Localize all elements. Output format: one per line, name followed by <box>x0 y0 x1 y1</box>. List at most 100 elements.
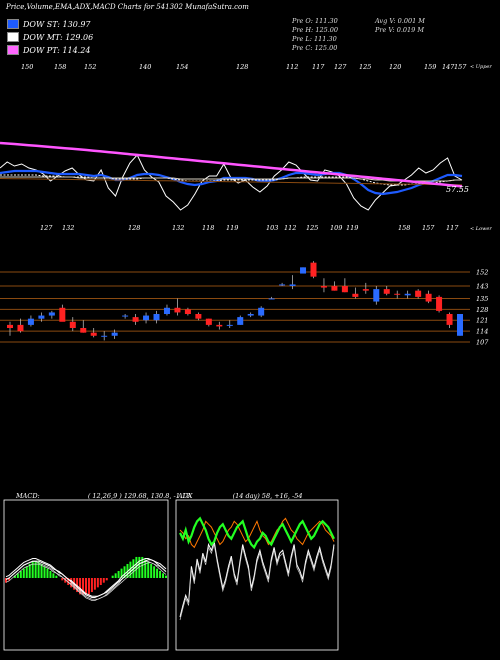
top-label: 158 <box>54 63 66 71</box>
bottom-label: 158 <box>398 224 410 232</box>
legend-label-mt: DOW MT: 129.06 <box>23 32 94 42</box>
price-tick-label: 143 <box>476 283 488 291</box>
candle-body <box>258 307 265 316</box>
bottom-label: 117 <box>446 224 459 232</box>
top-label: 147 <box>442 63 455 71</box>
candle-body <box>352 293 359 297</box>
candle-body <box>38 315 45 319</box>
adx-series-shadow <box>179 544 335 621</box>
macd-label: MACD: ( 12,26,9 ) 129.68, 130.8, -1.17 <box>16 492 190 500</box>
top-label: 150 <box>21 63 33 71</box>
avg-volume: Avg V: 0.001 M <box>375 17 425 25</box>
legend-dow-st: DOW ST: 130.97 <box>7 19 91 29</box>
candle-body <box>69 321 76 328</box>
candle-body <box>268 298 275 300</box>
price-tick-label: 121 <box>476 317 488 325</box>
candle-body <box>122 315 129 317</box>
macd-signal-shadow <box>5 562 167 600</box>
candle-body <box>17 324 24 332</box>
price-tick-label: 107 <box>476 339 489 347</box>
macd-params: ( 12,26,9 ) 129.68, 130.8, -1.17 <box>87 492 191 500</box>
annotation: < Lower <box>470 226 492 232</box>
candle-body <box>310 262 317 277</box>
top-label: 157 <box>454 63 467 71</box>
ohlc-low: Pre L: 111.30 <box>292 35 337 43</box>
candle-body <box>90 332 97 336</box>
candle-body <box>247 314 254 316</box>
candle-body <box>163 307 170 314</box>
candle-body <box>153 314 160 321</box>
ohlc-open: Pre O: 111.30 <box>292 17 338 25</box>
candle-body <box>394 293 401 295</box>
candle-body <box>216 324 223 327</box>
candle-body <box>195 314 202 319</box>
bottom-label: 112 <box>284 224 296 232</box>
candle-body <box>436 296 443 311</box>
legend-label-pt: DOW PT: 114.24 <box>23 45 91 55</box>
bottom-label: 128 <box>128 224 140 232</box>
bottom-label: 103 <box>266 224 278 232</box>
bottom-label: 119 <box>346 224 358 232</box>
annotation: 57.55 <box>446 185 469 194</box>
candle-body <box>184 309 191 314</box>
candle-body <box>404 293 411 296</box>
candle-body <box>341 286 348 293</box>
top-label: 125 <box>359 63 371 71</box>
price-panel: 152 143 135 128 121 114 107 <box>0 261 489 347</box>
top-label: 154 <box>176 63 188 71</box>
price-tick-label: 152 <box>476 269 488 277</box>
top-label: 120 <box>389 63 401 71</box>
legend-swatch-st <box>7 19 19 29</box>
adx-params: (14 day) 58, +16, -54 <box>232 492 303 500</box>
macd-signal-line <box>5 559 167 597</box>
series-ema-short <box>0 169 463 196</box>
top-label: 128 <box>236 63 248 71</box>
series-ema-very-long <box>0 178 463 186</box>
candle-body <box>425 293 432 302</box>
bottom-label: 132 <box>62 224 74 232</box>
bottom-label: 118 <box>202 224 214 232</box>
candle-body <box>226 324 233 326</box>
candle-body <box>457 314 463 336</box>
top-label: 117 <box>312 63 325 71</box>
candle-body <box>7 324 13 328</box>
bottom-label: 157 <box>422 224 435 232</box>
bottom-label: 132 <box>172 224 184 232</box>
macd-title: MACD: <box>16 492 40 500</box>
candle-body <box>300 267 307 274</box>
legend-swatch-mt <box>7 32 19 42</box>
legend-dow-mt: DOW MT: 129.06 <box>7 32 93 42</box>
legend-label-st: DOW ST: 130.97 <box>23 19 91 29</box>
candle-body <box>415 290 422 297</box>
candle-body <box>205 318 212 325</box>
macd-line <box>5 558 167 598</box>
ohlc-close: Pre C: 125.00 <box>292 44 338 52</box>
adx-series-di-minus <box>179 516 335 550</box>
candle-body <box>48 312 55 316</box>
series-ema-pink <box>0 141 463 188</box>
top-label: 152 <box>84 63 96 71</box>
candle-body <box>143 315 150 321</box>
annotation: < Upper <box>470 64 492 70</box>
price-tick-label: 128 <box>476 306 488 314</box>
candle-body <box>289 284 296 286</box>
ema-panel: 150 158 152 140 154 128 112 117 127 125 120 159 147 1… <box>0 63 492 232</box>
series-ema-long <box>0 176 462 182</box>
candle-body <box>373 289 380 302</box>
candle-body <box>320 286 327 288</box>
candle-body <box>331 286 338 291</box>
candle-body <box>237 317 244 325</box>
candle-body <box>132 317 139 322</box>
bottom-label: 119 <box>226 224 238 232</box>
adx-title: ADX <box>178 492 193 500</box>
top-label: 159 <box>424 63 436 71</box>
bottom-label: 127 <box>40 224 53 232</box>
bottom-label: 109 <box>330 224 342 232</box>
candle-body <box>362 289 369 291</box>
adx-label: ADX (14 day) 58, +16, -54 <box>178 492 303 500</box>
candle-body <box>101 335 108 337</box>
legend-swatch-pt <box>7 45 19 55</box>
prev-volume: Pre V: 0.019 M <box>375 26 425 34</box>
candle-body <box>111 332 118 336</box>
